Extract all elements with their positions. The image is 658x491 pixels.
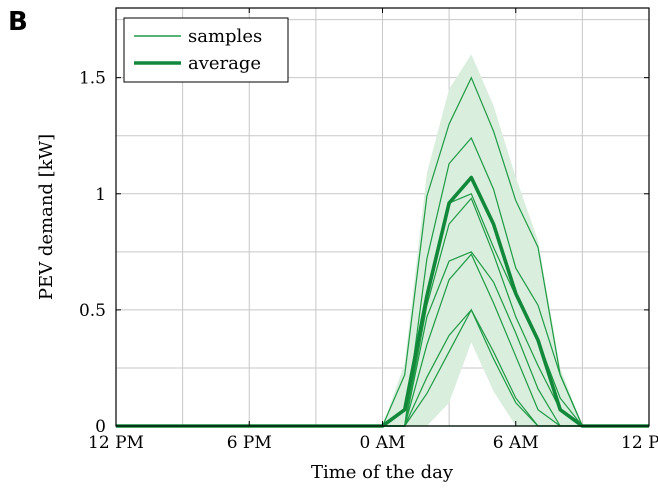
y-axis-title: PEV demand [kW] xyxy=(36,134,57,300)
legend-average-label: average xyxy=(188,53,261,74)
legend: samples average xyxy=(123,17,289,83)
y-tick-label: 1 xyxy=(95,185,106,205)
axis-ticks xyxy=(115,8,650,427)
y-tick-label: 0 xyxy=(95,417,106,437)
x-tick-label: 12 PM xyxy=(88,433,144,453)
y-tick-label: 0.5 xyxy=(79,301,106,321)
x-tick-label: 6 PM xyxy=(227,433,272,453)
x-tick-label: 0 AM xyxy=(360,433,406,453)
x-axis-title: Time of the day xyxy=(311,462,454,483)
x-tick-label: 12 PM xyxy=(621,433,658,453)
legend-box xyxy=(123,17,289,83)
panel-label: B xyxy=(8,7,28,37)
legend-samples-label: samples xyxy=(188,26,262,47)
y-tick-label: 1.5 xyxy=(79,69,106,89)
x-tick-label: 6 AM xyxy=(493,433,539,453)
